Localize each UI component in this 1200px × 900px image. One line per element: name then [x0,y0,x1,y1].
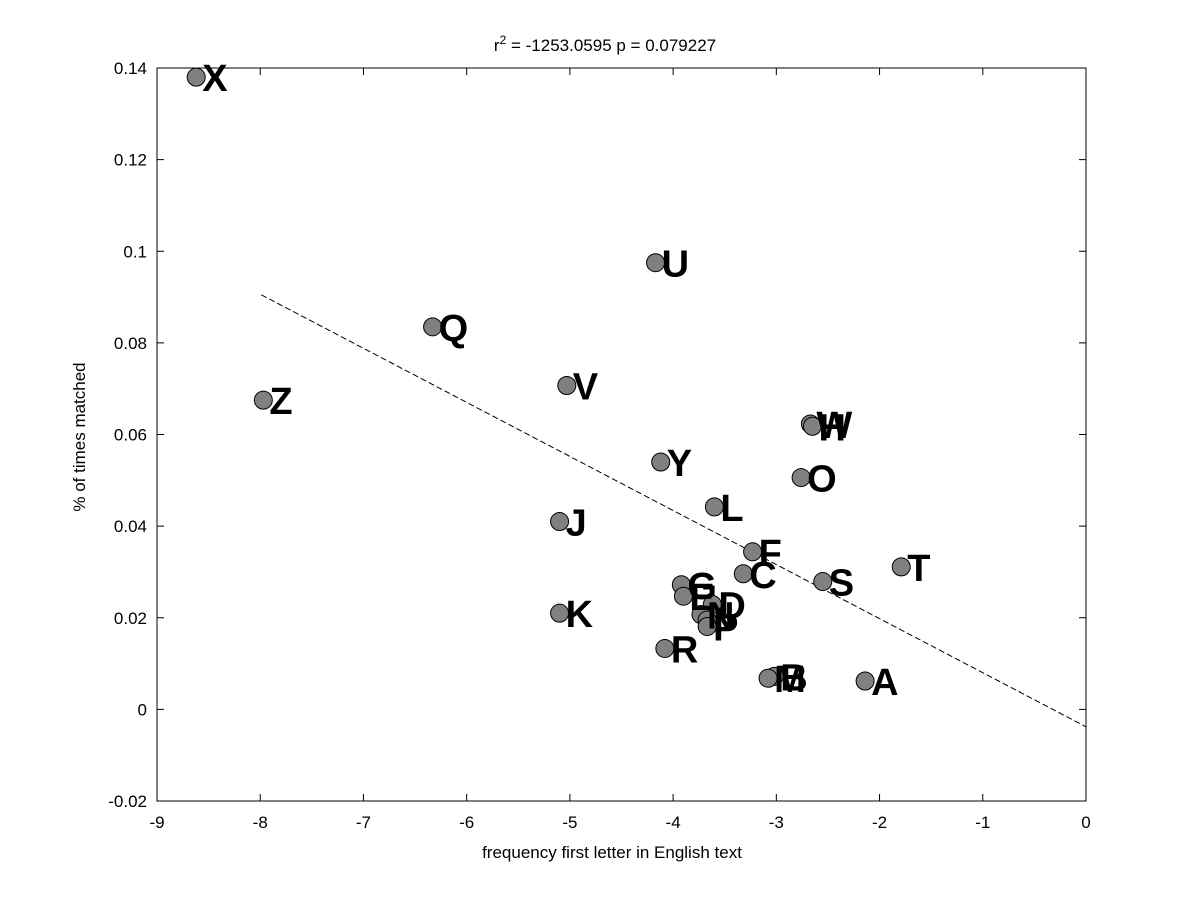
data-point-e [673,586,693,606]
data-point-z [253,390,273,410]
point-label-l: L [720,488,743,530]
point-label-i: I [713,601,724,643]
data-point-m [758,668,778,688]
data-point-s [813,572,833,592]
data-point-r [655,638,675,658]
y-tick-label: 0.04 [114,517,147,536]
data-point-y [651,452,671,472]
point-label-t: T [907,548,930,590]
point-label-s: S [829,563,854,605]
y-tick-label: 0 [138,700,147,719]
point-label-z: Z [269,381,292,423]
data-point-c [733,564,753,584]
point-label-k: K [566,594,594,636]
y-tick-label: 0.02 [114,609,147,628]
data-point-v [557,375,577,395]
point-label-f: F [759,533,782,575]
data-point-j [550,512,570,532]
point-label-c: C [749,555,776,597]
point-label-x: X [202,58,228,100]
y-tick-label: -0.02 [108,792,147,811]
x-tick-label: -2 [872,813,887,832]
x-axis-ticks: -9 -8 -7 -6 -5 -4 -3 -2 -1 0 [149,68,1091,832]
point-label-a: A [871,662,898,704]
regression-line-group [261,294,1087,728]
x-tick-label: -1 [975,813,990,832]
y-tick-label: 0.08 [114,334,147,353]
x-tick-label: -7 [356,813,371,832]
x-axis-label: frequency first letter in English text [482,843,742,862]
chart-title: r2 = -1253.0595 p = 0.079227 [494,33,716,55]
point-label-e: E [689,577,714,619]
point-label-y: Y [667,443,692,485]
plot-area-frame [156,67,1087,802]
data-point-h [802,416,822,436]
title-statistics: = -1253.0595 p = 0.079227 [506,36,716,55]
point-label-q: Q [439,308,469,350]
point-label-p: P [713,607,738,649]
title-superscript: 2 [500,33,507,47]
data-point-p [697,616,717,636]
regression-fit-line [261,294,1087,728]
point-label-n: N [707,596,734,638]
y-axis-ticks: -0.02 0 0.02 0.04 0.06 0.08 0.1 0.12 0.14 [108,59,1086,811]
y-axis-label: % of times matched [70,362,89,511]
data-point-f [743,542,763,562]
data-point-l [704,497,724,517]
data-point-a [855,671,875,691]
x-tick-label: 0 [1081,813,1090,832]
y-tick-label: 0.12 [114,151,147,170]
data-point-u [646,253,666,273]
point-label-b: B [780,657,807,699]
x-tick-label: -3 [769,813,784,832]
point-label-g: G [687,566,717,608]
point-label-r: R [671,629,698,671]
data-point-q [423,317,443,337]
title-r: r [494,36,500,55]
x-tick-label: -5 [562,813,577,832]
point-label-u: U [662,244,689,286]
y-tick-label: 0.1 [123,242,147,261]
x-tick-label: -6 [459,813,474,832]
y-tick-label: 0.14 [114,59,147,78]
point-label-w: W [816,405,852,447]
data-point-k [550,603,570,623]
x-tick-label: -4 [666,813,681,832]
point-label-d: D [718,585,745,627]
point-label-h: H [818,407,845,449]
data-point-t [891,557,911,577]
x-tick-label: -8 [253,813,268,832]
x-tick-label: -9 [149,813,164,832]
y-tick-label: 0.06 [114,426,147,445]
point-label-o: O [807,459,837,501]
data-point-o [791,468,811,488]
point-label-v: V [573,366,599,408]
data-points-group [186,67,911,691]
point-label-m: M [774,659,806,701]
point-label-j: J [566,503,587,545]
